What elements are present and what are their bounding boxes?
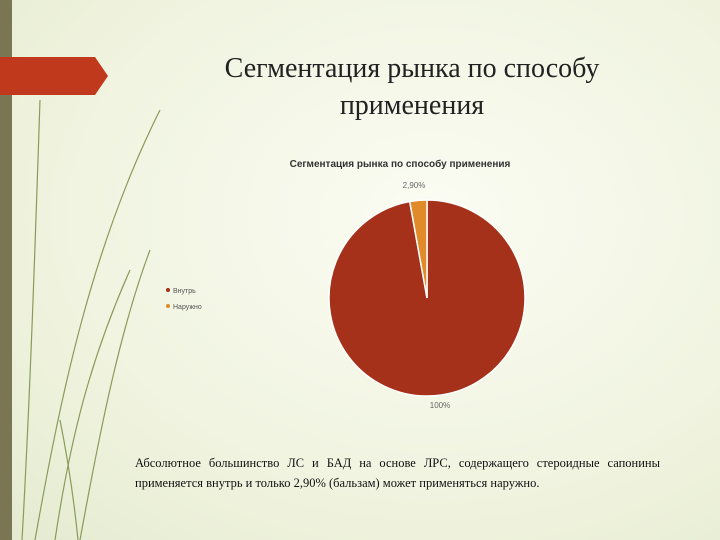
chart-title: Сегментация рынка по способу применения <box>290 158 511 170</box>
decoration <box>21 99 161 540</box>
title-arrow <box>0 57 108 95</box>
slide-title: применения <box>340 90 484 121</box>
data-label: 100% <box>430 401 450 410</box>
legend-swatch <box>166 288 170 292</box>
pie-slice <box>408 199 428 299</box>
data-label: 2,90% <box>403 181 426 190</box>
side-bar <box>0 0 12 540</box>
legend-swatch <box>166 304 170 308</box>
legend-label: Наружно <box>173 304 202 311</box>
legend-label: Внутрь <box>173 288 196 295</box>
caption: Абсолютное большинство ЛС и БАД на основ… <box>135 456 660 490</box>
slide-title: Сегментация рынка по способу <box>225 53 600 84</box>
